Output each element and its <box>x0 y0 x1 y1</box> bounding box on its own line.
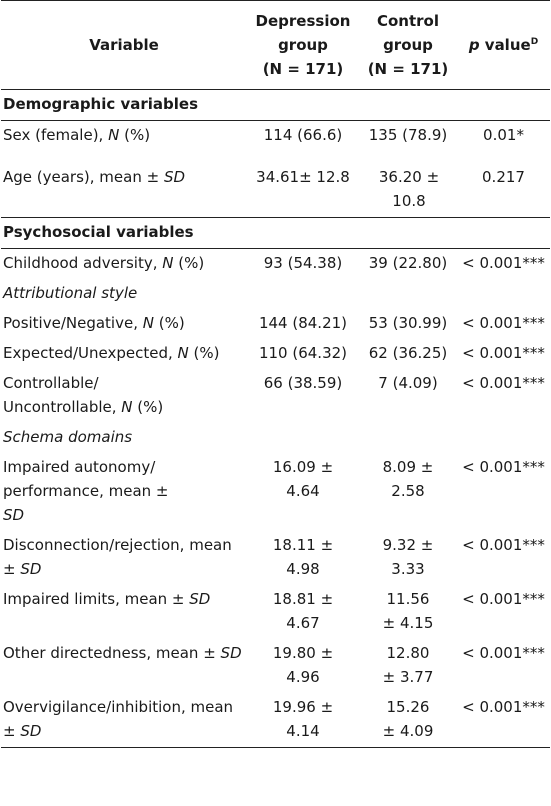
row-label: Other directedness, mean ± SD <box>3 644 242 662</box>
cell-p-value: < 0.001*** <box>462 536 545 554</box>
table-row: Sex (female), N (%) 114 (66.6) 135 (78.9… <box>1 121 550 152</box>
table-row: Impaired limits, mean ± SD 18.81 ± 4.67 … <box>1 585 550 639</box>
subsection-attributional-style: Attributional style <box>3 284 138 302</box>
row-label: Positive/Negative, N (%) <box>3 314 185 332</box>
cell-depression: 18.11 ± 4.98 <box>272 536 334 578</box>
cell-control: 36.20 ± 10.8 <box>378 168 440 210</box>
table-row: Positive/Negative, N (%) 144 (84.21) 53 … <box>1 309 550 339</box>
cell-control: 11.56 ± 4.15 <box>382 590 434 632</box>
row-label: Childhood adversity, N (%) <box>3 254 205 272</box>
cell-p-value: 0.217 <box>482 168 525 186</box>
row-label: Controllable/ Uncontrollable, N (%) <box>3 374 164 416</box>
cell-p-value: < 0.001*** <box>462 344 545 362</box>
table-row: Childhood adversity, N (%) 93 (54.38) 39… <box>1 249 550 280</box>
row-label: Expected/Unexpected, N (%) <box>3 344 220 362</box>
cell-depression: 19.80 ± 4.96 <box>272 644 334 686</box>
table-row: Impaired autonomy/ performance, mean ± S… <box>1 453 550 531</box>
section-psychosocial: Psychosocial variables <box>3 223 194 241</box>
cell-control: 62 (36.25) <box>368 344 448 362</box>
row-label: Disconnection/rejection, mean ± SD <box>3 536 232 578</box>
cell-control: 7 (4.09) <box>378 374 438 392</box>
cell-p-value: < 0.001*** <box>462 254 545 272</box>
row-label: Overvigilance/inhibition, mean ± SD <box>3 698 234 740</box>
cell-p-value: < 0.001*** <box>462 314 545 332</box>
cell-p-value: < 0.001*** <box>462 458 545 476</box>
cell-depression: 114 (66.6) <box>263 126 343 144</box>
row-label: Impaired limits, mean ± SD <box>3 590 211 608</box>
cell-control: 8.09 ± 2.58 <box>382 458 434 500</box>
header-depression-group: Depression group (N = 171) <box>255 12 351 78</box>
table-row: Disconnection/rejection, mean ± SD 18.11… <box>1 531 550 585</box>
results-table: Variable Depression group (N = 171) Cont… <box>1 0 550 748</box>
table-row: Controllable/ Uncontrollable, N (%) 66 (… <box>1 369 550 423</box>
section-row: Demographic variables <box>1 90 550 121</box>
cell-p-value: < 0.001*** <box>462 644 545 662</box>
table-row: Age (years), mean ± SD 34.61± 12.8 36.20… <box>1 151 550 218</box>
table-row: Overvigilance/inhibition, mean ± SD 19.9… <box>1 693 550 748</box>
cell-depression: 110 (64.32) <box>258 344 348 362</box>
cell-control: 53 (30.99) <box>368 314 448 332</box>
table-header-row: Variable Depression group (N = 171) Cont… <box>1 0 550 90</box>
header-p-value: p valueD <box>468 36 539 54</box>
cell-depression: 34.61± 12.8 <box>256 168 350 186</box>
cell-p-value: 0.01* <box>483 126 524 144</box>
cell-p-value: < 0.001*** <box>462 698 545 716</box>
cell-control: 135 (78.9) <box>368 126 448 144</box>
row-label: Sex (female), N (%) <box>3 126 151 144</box>
cell-depression: 144 (84.21) <box>258 314 348 332</box>
table-row: Other directedness, mean ± SD 19.80 ± 4.… <box>1 639 550 693</box>
cell-control: 39 (22.80) <box>368 254 448 272</box>
cell-depression: 18.81 ± 4.67 <box>272 590 334 632</box>
header-variable: Variable <box>89 36 159 54</box>
cell-depression: 93 (54.38) <box>263 254 343 272</box>
table-row: Expected/Unexpected, N (%) 110 (64.32) 6… <box>1 339 550 369</box>
cell-depression: 66 (38.59) <box>263 374 343 392</box>
cell-control: 9.32 ± 3.33 <box>382 536 434 578</box>
row-label: Age (years), mean ± SD <box>3 168 186 186</box>
cell-control: 15.26 ± 4.09 <box>382 698 434 740</box>
subsection-row: Attributional style <box>1 279 550 309</box>
section-demographic: Demographic variables <box>3 95 199 113</box>
cell-depression: 19.96 ± 4.14 <box>272 698 334 740</box>
subsection-row: Schema domains <box>1 423 550 453</box>
cell-p-value: < 0.001*** <box>462 590 545 608</box>
row-label: Impaired autonomy/ performance, mean ± S… <box>3 458 169 524</box>
subsection-schema-domains: Schema domains <box>3 428 133 446</box>
cell-p-value: < 0.001*** <box>462 374 545 392</box>
cell-control: 12.80 ± 3.77 <box>382 644 434 686</box>
section-row: Psychosocial variables <box>1 217 550 249</box>
header-control-group: Control group (N = 171) <box>367 12 449 78</box>
cell-depression: 16.09 ± 4.64 <box>272 458 334 500</box>
